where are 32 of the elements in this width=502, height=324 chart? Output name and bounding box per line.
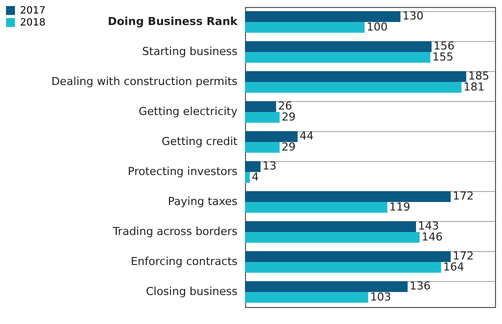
data-label: 155 xyxy=(432,50,454,64)
data-label: 100 xyxy=(366,20,388,34)
data-label: 146 xyxy=(422,230,443,244)
data-label: 13 xyxy=(262,160,277,173)
data-label: 26 xyxy=(278,100,292,113)
data-label: 172 xyxy=(452,250,474,263)
legend-label: 2017 xyxy=(20,6,46,16)
y-tick-label: Dealing with construction permits xyxy=(51,75,238,88)
y-tick-label: Getting credit xyxy=(162,135,238,148)
data-label: 29 xyxy=(282,140,296,154)
y-tick-label: Getting electricity xyxy=(138,105,238,118)
data-label: 172 xyxy=(452,190,474,203)
data-label: 181 xyxy=(463,80,484,94)
data-label: 185 xyxy=(468,70,490,83)
data-label: 103 xyxy=(370,290,392,304)
legend-label: 2018 xyxy=(20,18,46,28)
data-label: 164 xyxy=(443,260,464,274)
y-tick-label: Trading across borders xyxy=(112,225,238,238)
data-label: 156 xyxy=(434,40,455,53)
y-tick-label: Enforcing contracts xyxy=(130,255,238,268)
data-label: 4 xyxy=(252,170,259,184)
y-tick-label: Paying taxes xyxy=(168,195,238,208)
data-label: 119 xyxy=(389,200,410,214)
y-tick-label: Closing business xyxy=(146,285,238,298)
data-label: 136 xyxy=(410,280,431,293)
data-label: 29 xyxy=(282,110,296,124)
data-label: 130 xyxy=(402,10,424,23)
y-tick-label: Doing Business Rank xyxy=(108,15,238,28)
y-tick-label: Protecting investors xyxy=(128,165,238,178)
data-label: 143 xyxy=(418,220,440,233)
y-tick-label: Starting business xyxy=(142,45,238,58)
data-label: 44 xyxy=(300,130,314,143)
